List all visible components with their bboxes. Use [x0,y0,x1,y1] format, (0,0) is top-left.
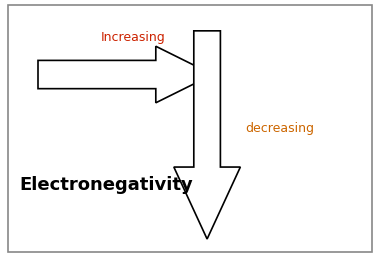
Text: Electronegativity: Electronegativity [19,176,193,194]
Polygon shape [38,46,213,103]
Polygon shape [174,31,241,239]
Text: decreasing: decreasing [245,122,314,135]
Text: Increasing: Increasing [101,31,165,44]
